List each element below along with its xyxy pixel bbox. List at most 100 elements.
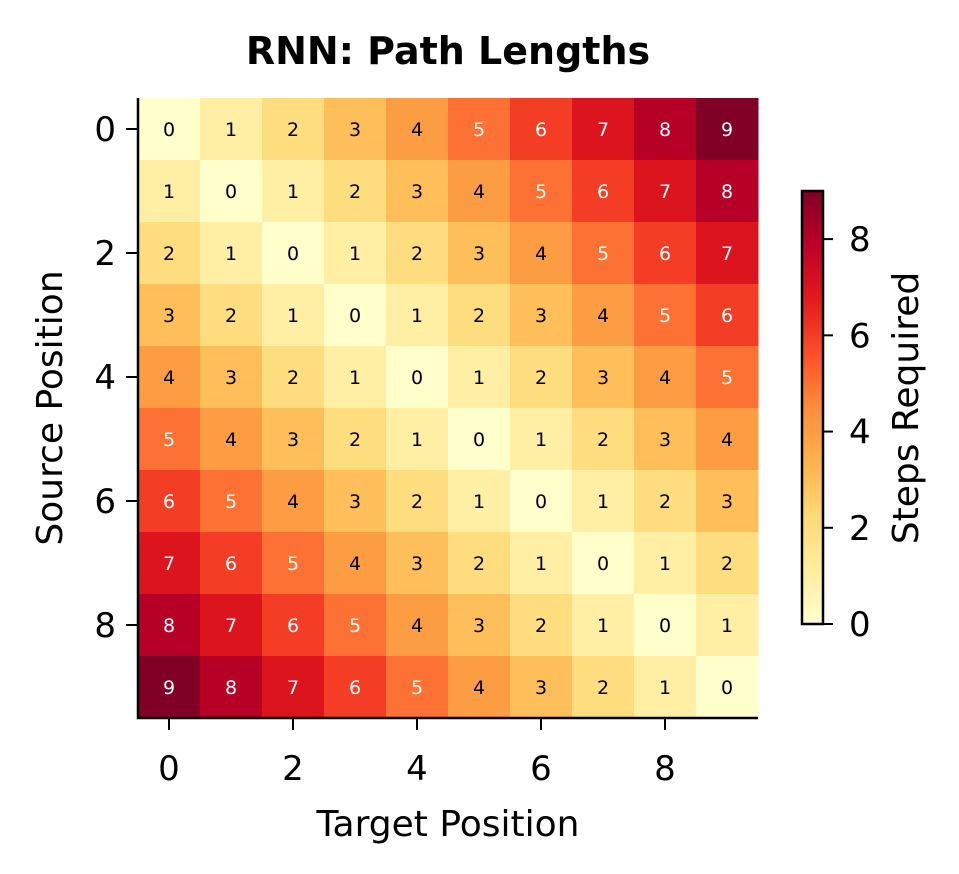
heatmap-cell [200,594,263,657]
x-tick-label: 6 [530,749,552,789]
cell-value-label: 4 [225,429,237,451]
y-tick-label: 8 [94,606,116,646]
cell-value-label: 1 [473,367,485,389]
heatmap-cell [634,470,697,533]
y-tick-label: 2 [94,234,116,274]
cell-value-label: 5 [535,181,547,203]
heatmap-cell [696,532,759,595]
cell-value-label: 0 [411,367,423,389]
cell-value-label: 4 [659,367,671,389]
cell-value-label: 6 [287,615,299,637]
heatmap-cell [572,346,635,409]
heatmap-cell [200,160,263,223]
heatmap-cell [200,656,263,719]
cell-value-label: 1 [349,243,361,265]
heatmap-cell [696,284,759,347]
heatmap-cell [572,532,635,595]
heatmap-cell [448,594,511,657]
cell-value-label: 0 [349,305,361,327]
cell-value-label: 1 [535,429,547,451]
cell-value-label: 3 [349,119,361,141]
cell-value-label: 4 [473,677,485,699]
cell-value-label: 4 [349,553,361,575]
cell-value-label: 2 [473,553,485,575]
heatmap-cell [510,594,573,657]
cell-value-label: 5 [287,553,299,575]
heatmap-cell [262,408,325,471]
heatmap-cell [262,346,325,409]
heatmap-cell [386,408,449,471]
cell-value-label: 2 [597,429,609,451]
heatmap-cell [510,160,573,223]
heatmap-cell [634,656,697,719]
cell-value-label: 0 [163,119,175,141]
heatmap-cell [510,408,573,471]
heatmap-cell [138,470,201,533]
heatmap-cell [262,532,325,595]
heatmap-cell [696,408,759,471]
cell-value-label: 8 [225,677,237,699]
cell-value-label: 7 [287,677,299,699]
heatmap-cell [510,656,573,719]
heatmap-cell [324,408,387,471]
heatmap-cell [634,222,697,285]
cell-value-label: 7 [597,119,609,141]
cell-value-label: 1 [287,305,299,327]
cell-value-label: 8 [163,615,175,637]
heatmap-cell [138,222,201,285]
heatmap-cell [448,222,511,285]
heatmap-cell [138,346,201,409]
cell-value-label: 1 [349,367,361,389]
cell-value-label: 3 [473,615,485,637]
cell-value-label: 2 [225,305,237,327]
cell-value-label: 0 [721,677,733,699]
cell-value-label: 6 [225,553,237,575]
heatmap-cell [572,222,635,285]
cell-value-label: 5 [225,491,237,513]
colorbar-tick-label: 2 [849,509,871,549]
cell-value-label: 0 [659,615,671,637]
heatmap-cell [386,532,449,595]
heatmap-cell [572,98,635,161]
cell-value-label: 7 [225,615,237,637]
cell-value-label: 0 [473,429,485,451]
cell-value-label: 3 [721,491,733,513]
heatmap-cell [572,408,635,471]
cell-value-label: 4 [721,429,733,451]
heatmap-cell [572,594,635,657]
cell-value-label: 4 [535,243,547,265]
heatmap-cell [696,656,759,719]
cell-value-label: 4 [411,119,423,141]
heatmap-cell [634,284,697,347]
heatmap-cell [262,284,325,347]
colorbar-tick-label: 4 [849,413,871,453]
heatmap-axes: 0 2 4 6 8 0 2 4 6 8 [94,98,758,789]
cell-value-label: 3 [411,181,423,203]
x-tick-label: 2 [282,749,304,789]
cell-value-label: 1 [225,243,237,265]
cell-value-label: 0 [535,491,547,513]
heatmap-cell [386,594,449,657]
heatmap-cell [200,532,263,595]
heatmap-cell [510,98,573,161]
cell-value-label: 1 [597,615,609,637]
heatmap-cell [696,98,759,161]
heatmap-cell [634,532,697,595]
cell-value-label: 7 [659,181,671,203]
heatmap-cell [572,656,635,719]
cell-value-label: 5 [597,243,609,265]
cell-value-label: 3 [535,305,547,327]
cell-value-label: 7 [163,553,175,575]
heatmap-cell [386,160,449,223]
colorbar-label: Steps Required [886,272,927,544]
heatmap-cell [324,594,387,657]
cell-value-label: 4 [411,615,423,637]
heatmap-cell [138,656,201,719]
heatmap-cell [324,532,387,595]
heatmap-cell [448,160,511,223]
cell-value-label: 6 [349,677,361,699]
cell-value-label: 2 [597,677,609,699]
heatmap-cell [448,346,511,409]
cell-value-label: 2 [349,181,361,203]
